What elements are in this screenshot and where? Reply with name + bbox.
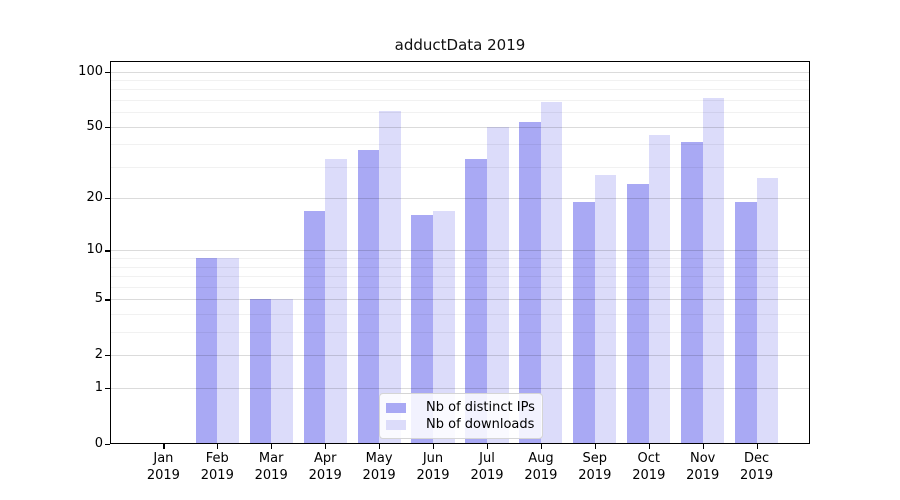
y-tick-mark xyxy=(105,71,110,73)
y-tick-mark xyxy=(105,198,110,200)
bar-nb-of-distinct-ips xyxy=(573,202,595,444)
x-tick-label: Jan 2019 xyxy=(146,451,180,483)
y-tick-label: 10 xyxy=(86,242,103,258)
legend: Nb of distinct IPs Nb of downloads xyxy=(379,393,543,439)
legend-entry-downloads: Nb of downloads xyxy=(386,416,542,433)
legend-entry-distinct-ips: Nb of distinct IPs xyxy=(386,399,542,416)
x-tick-mark xyxy=(756,444,758,449)
x-tick-label: Jul 2019 xyxy=(470,451,504,483)
x-tick-mark xyxy=(379,444,381,449)
y-tick-mark xyxy=(105,299,110,301)
x-tick-label: Nov 2019 xyxy=(686,451,720,483)
x-tick-label: Mar 2019 xyxy=(254,451,288,483)
x-tick-label: Feb 2019 xyxy=(200,451,234,483)
bar-nb-of-distinct-ips xyxy=(465,159,487,444)
x-tick-mark xyxy=(594,444,596,449)
y-tick-mark xyxy=(105,355,110,357)
y-tick-label: 20 xyxy=(86,190,103,206)
bar-nb-of-distinct-ips xyxy=(195,258,218,444)
x-tick-mark xyxy=(702,444,704,449)
x-tick-label: Oct 2019 xyxy=(632,451,666,483)
y-tick-label: 5 xyxy=(94,291,103,307)
bar-nb-of-distinct-ips xyxy=(627,184,649,444)
bar-nb-of-downloads xyxy=(594,175,617,444)
x-tick-mark xyxy=(648,444,650,449)
x-tick-label: Dec 2019 xyxy=(740,451,774,483)
bar-nb-of-downloads xyxy=(648,135,671,444)
x-tick-label: Sep 2019 xyxy=(578,451,612,483)
bar-nb-of-downloads xyxy=(702,97,725,444)
x-tick-mark xyxy=(325,444,327,449)
bar-nb-of-distinct-ips xyxy=(303,210,326,444)
legend-swatch-distinct-ips xyxy=(386,402,406,413)
x-tick-label: Jun 2019 xyxy=(416,451,450,483)
x-tick-mark xyxy=(217,444,219,449)
bar-nb-of-downloads xyxy=(217,258,239,444)
bar-nb-of-distinct-ips xyxy=(519,122,541,444)
x-tick-label: Aug 2019 xyxy=(524,451,558,483)
x-tick-label: Apr 2019 xyxy=(308,451,342,483)
y-tick-mark xyxy=(105,444,110,446)
bar-nb-of-distinct-ips xyxy=(681,142,703,444)
bar-nb-of-downloads xyxy=(433,210,455,444)
legend-label-distinct-ips: Nb of distinct IPs xyxy=(426,400,535,415)
minor-gridline xyxy=(110,89,810,91)
y-tick-label: 0 xyxy=(94,436,103,451)
x-tick-mark xyxy=(163,444,165,449)
bar-nb-of-downloads xyxy=(540,102,563,444)
y-tick-mark xyxy=(105,126,110,128)
x-tick-mark xyxy=(271,444,273,449)
bar-nb-of-downloads xyxy=(756,178,779,444)
bar-nb-of-distinct-ips xyxy=(411,215,433,444)
bar-nb-of-downloads xyxy=(271,299,293,444)
bar-nb-of-downloads xyxy=(325,159,347,444)
x-tick-mark xyxy=(433,444,435,449)
bar-nb-of-distinct-ips xyxy=(249,299,272,444)
y-tick-label: 2 xyxy=(94,347,103,363)
y-tick-mark xyxy=(105,250,110,252)
minor-gridline xyxy=(110,79,810,81)
legend-label-downloads: Nb of downloads xyxy=(426,417,535,432)
bar-nb-of-distinct-ips xyxy=(357,150,380,444)
x-tick-label: May 2019 xyxy=(362,451,396,483)
y-tick-label: 50 xyxy=(86,118,103,134)
y-tick-label: 100 xyxy=(78,63,103,79)
bar-nb-of-distinct-ips xyxy=(735,202,757,444)
y-tick-label: 1 xyxy=(94,380,103,396)
x-tick-mark xyxy=(540,444,543,449)
chart-title: adductData 2019 xyxy=(394,36,526,54)
bar-nb-of-downloads xyxy=(487,126,509,444)
bar-nb-of-downloads xyxy=(379,110,401,444)
legend-swatch-downloads xyxy=(386,419,406,430)
x-tick-mark xyxy=(487,444,489,449)
major-gridline xyxy=(110,71,810,73)
y-tick-mark xyxy=(105,388,110,390)
